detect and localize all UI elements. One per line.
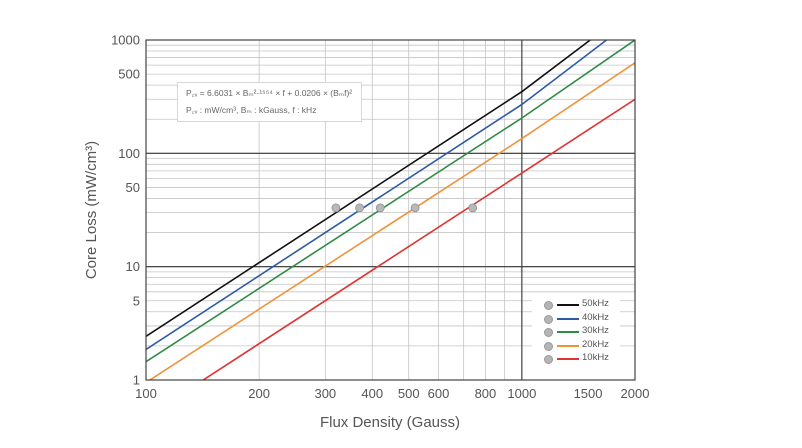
x-tick-label: 1500 xyxy=(574,386,603,401)
y-tick-labels: 1 5 10 50 100 500 1000 xyxy=(111,33,140,388)
y-tick-label: 50 xyxy=(126,180,140,195)
legend-marker-icon xyxy=(544,328,553,337)
series-line-40khz xyxy=(146,40,608,351)
series-marker-50khz xyxy=(331,203,341,213)
legend-swatch xyxy=(557,331,579,333)
x-tick-label: 800 xyxy=(475,386,497,401)
series-marker-10khz xyxy=(468,203,478,213)
legend-item-40khz: 40kHz xyxy=(532,312,620,325)
y-tick-label: 5 xyxy=(133,293,140,308)
x-tick-label: 400 xyxy=(361,386,383,401)
legend-label: 20kHz xyxy=(582,338,609,350)
legend-marker-icon xyxy=(544,341,553,351)
legend-swatch xyxy=(557,317,579,320)
x-tick-label: 100 xyxy=(135,386,157,401)
formula-units: P꜀ᵥ : mW/cm³, Bₘ : kGauss, f : kHz xyxy=(186,105,317,115)
series-marker-20khz xyxy=(410,203,420,213)
x-tick-label: 1000 xyxy=(507,386,536,401)
y-tick-label: 500 xyxy=(118,67,140,82)
x-tick-label: 300 xyxy=(314,386,336,401)
legend-item-30khz: 30kHz xyxy=(532,325,620,338)
x-tick-labels: 100 200 300 400 500 600 800 1000 1500 2000 xyxy=(135,386,649,401)
y-tick-label: 100 xyxy=(118,146,140,161)
legend-marker-icon xyxy=(544,355,553,364)
series-line-30khz xyxy=(146,40,635,363)
series-marker-40khz xyxy=(355,203,364,213)
legend-label: 30kHz xyxy=(582,325,609,336)
x-tick-label: 600 xyxy=(428,386,450,401)
series-marker-30khz xyxy=(375,203,385,213)
formula-equation: P꜀ᵥ = 6.6031 × Bₘ²·¹⁵⁵⁴ × f + 0.0206 × (… xyxy=(186,88,353,98)
marker-layer xyxy=(331,203,478,213)
series-line-50khz xyxy=(146,40,591,337)
legend: 50kHz 40kHz 30kHz 20kHz 10kHz xyxy=(532,296,620,368)
x-tick-label: 500 xyxy=(398,386,420,401)
legend-marker-icon xyxy=(544,301,553,310)
formula-annotation: P꜀ᵥ = 6.6031 × Bₘ²·¹⁵⁵⁴ × f + 0.0206 × (… xyxy=(177,82,362,122)
y-axis-title: Core Loss (mW/cm³) xyxy=(83,141,100,279)
y-tick-label: 10 xyxy=(126,259,140,274)
legend-label: 40kHz xyxy=(582,311,609,323)
legend-item-10khz: 10kHz xyxy=(532,352,620,365)
y-tick-label: 1 xyxy=(133,373,140,388)
x-tick-label: 2000 xyxy=(621,386,650,401)
series-layer xyxy=(146,40,635,380)
legend-label: 10kHz xyxy=(582,352,609,363)
legend-item-20khz: 20kHz xyxy=(532,339,620,352)
series-line-20khz xyxy=(148,62,635,380)
legend-swatch xyxy=(557,304,579,306)
legend-swatch xyxy=(557,358,579,360)
y-tick-label: 1000 xyxy=(111,33,140,48)
legend-item-50khz: 50kHz xyxy=(532,298,620,311)
x-tick-label: 200 xyxy=(248,386,270,401)
plot-frame xyxy=(145,39,636,381)
series-line-10khz xyxy=(201,98,635,380)
legend-swatch xyxy=(557,344,579,347)
legend-label: 50kHz xyxy=(582,298,609,309)
x-axis-title: Flux Density (Gauss) xyxy=(320,414,460,431)
legend-marker-icon xyxy=(544,314,553,324)
